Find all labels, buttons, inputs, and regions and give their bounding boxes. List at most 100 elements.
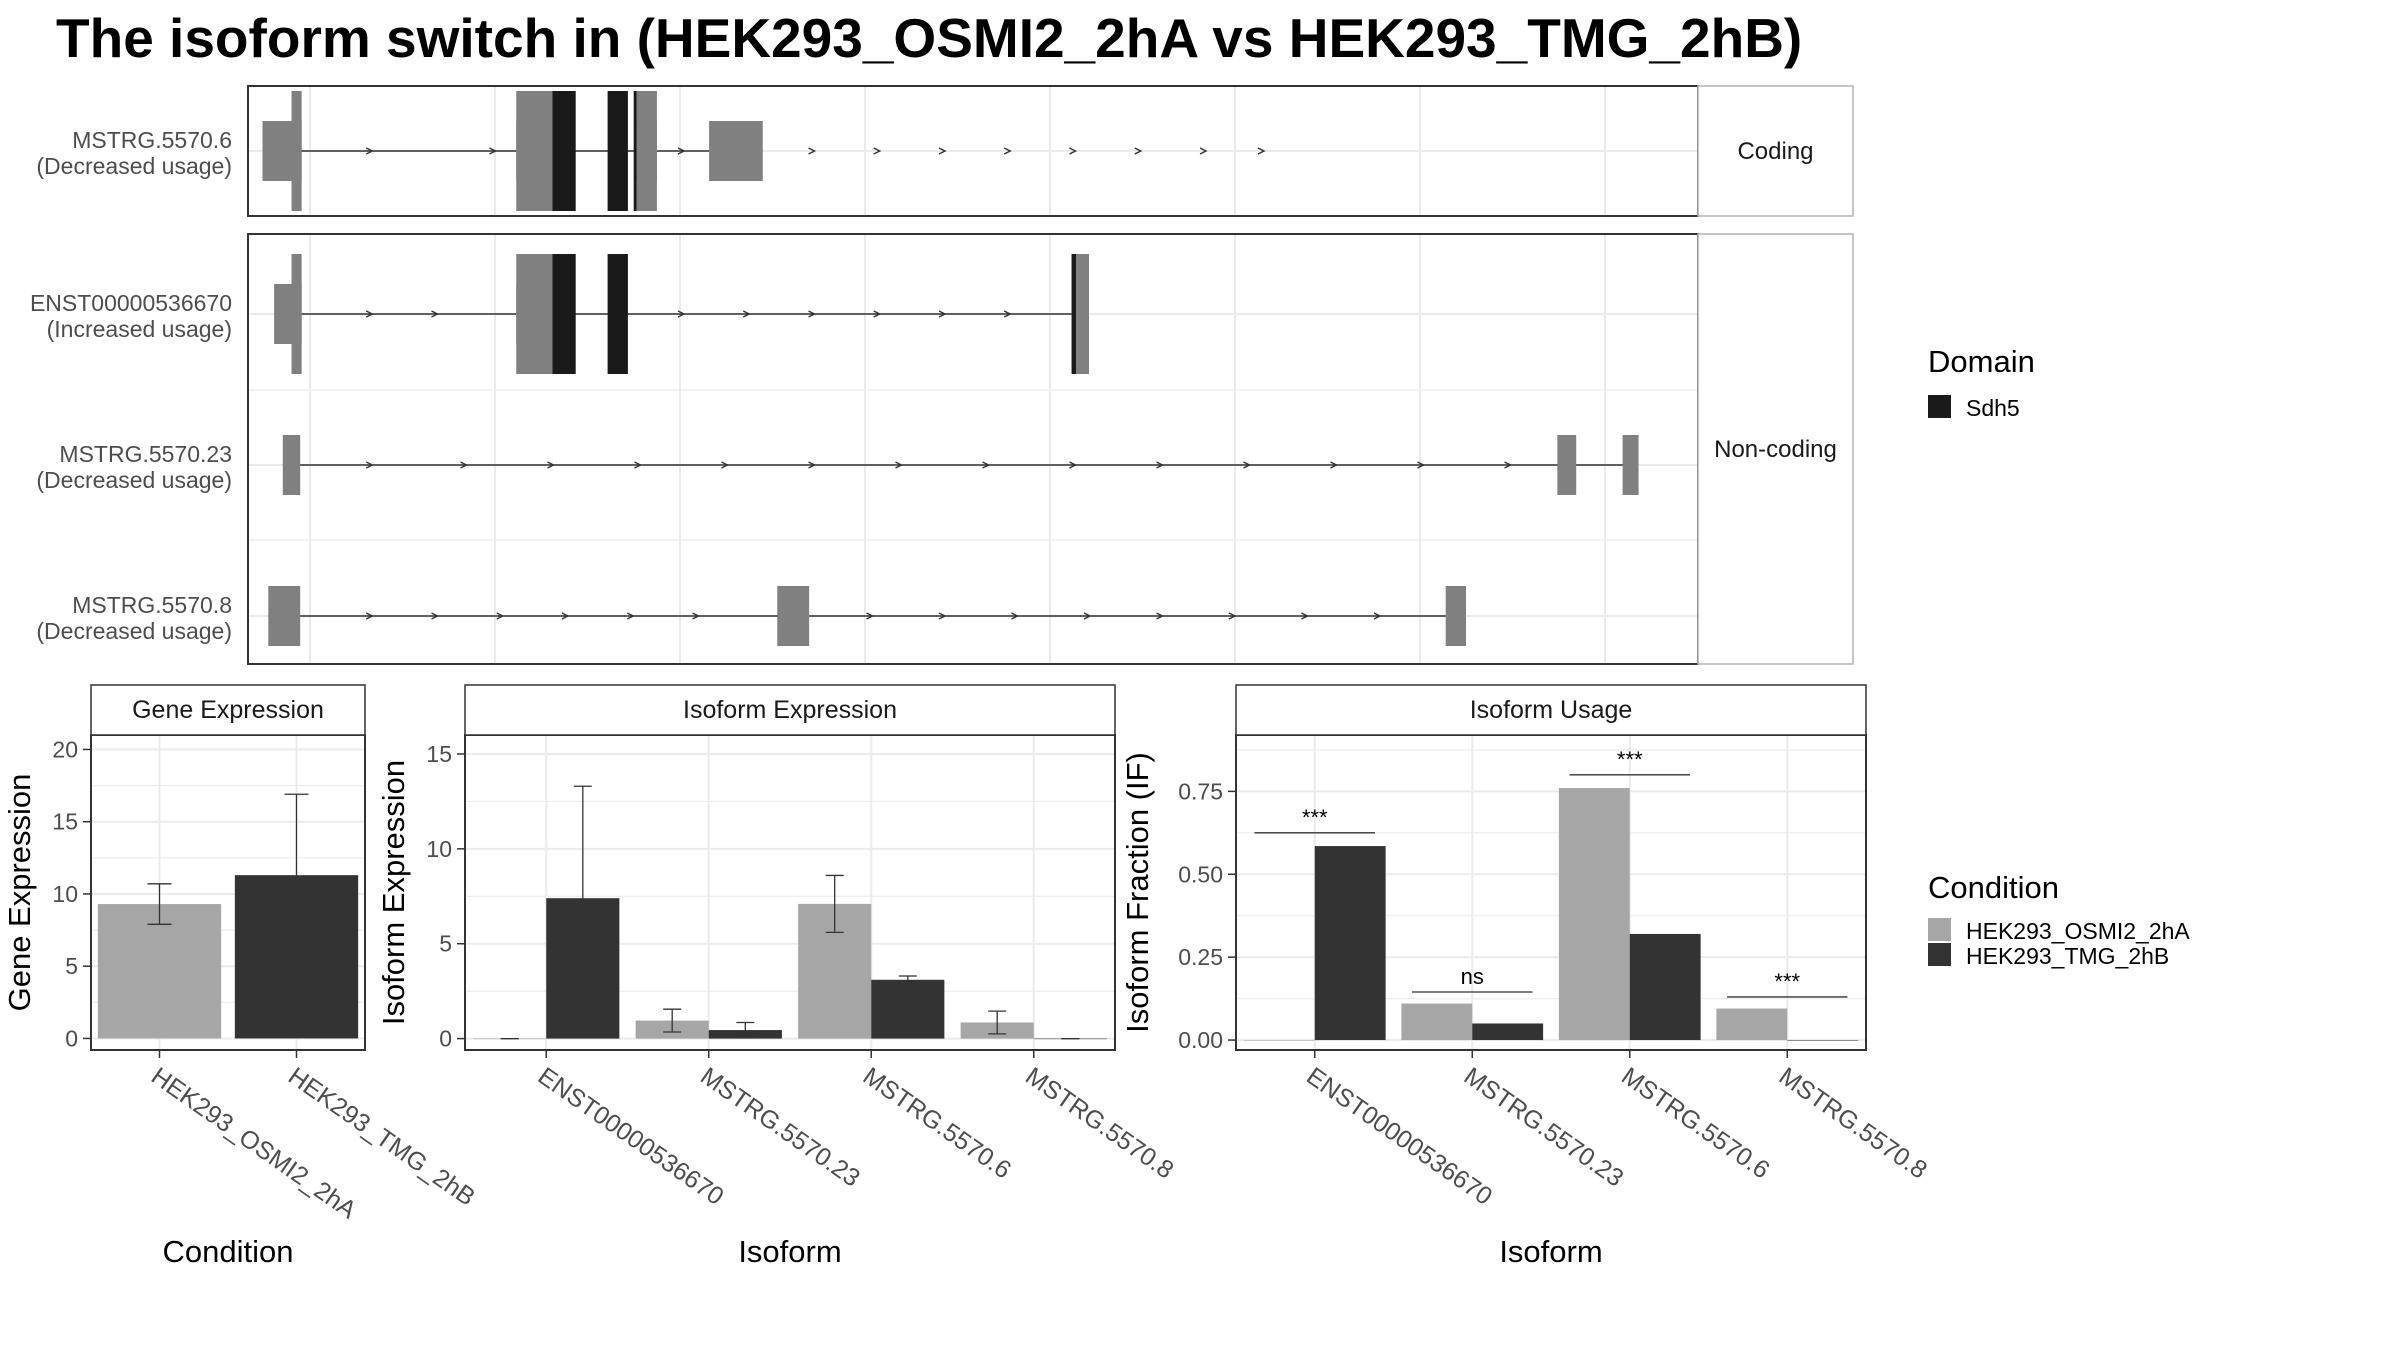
x-tick-label: MSTRG.5570.8: [1020, 1062, 1178, 1185]
y-axis-title: Isoform Fraction (IF): [1120, 752, 1155, 1033]
exon: [777, 586, 810, 646]
facet-panel-border: [247, 233, 1699, 665]
direction-arrow: [1301, 612, 1310, 620]
direction-arrow: [982, 461, 991, 469]
direction-arrow: [938, 310, 947, 318]
panel-strip: [1235, 684, 1867, 736]
transcript-name: ENST00000536670: [30, 290, 232, 316]
bar: [871, 979, 945, 1039]
transcript-usage: (Decreased usage): [36, 467, 232, 493]
direction-arrow: [742, 310, 751, 318]
bar: [1472, 1023, 1544, 1041]
transcript-name: MSTRG.5570.6: [72, 127, 232, 153]
direction-arrow: [1257, 147, 1266, 155]
direction-arrow: [431, 310, 440, 318]
domain-segment: [552, 254, 576, 374]
y-tick-label: 0: [65, 1025, 78, 1051]
direction-arrow: [1156, 612, 1165, 620]
y-axis-title: Isoform Expression: [376, 760, 411, 1025]
y-tick-label: 20: [52, 736, 78, 762]
y-tick-label: 10: [426, 836, 452, 862]
x-axis-title: Isoform: [1499, 1234, 1602, 1269]
transcript-name: MSTRG.5570.8: [72, 592, 232, 618]
direction-arrow: [677, 147, 686, 155]
x-tick-label: MSTRG.5570.8: [1774, 1062, 1932, 1185]
y-tick-label: 0.25: [1178, 944, 1223, 970]
direction-arrow: [561, 612, 570, 620]
y-tick-label: 0: [439, 1026, 452, 1052]
y-tick-label: 5: [65, 953, 78, 979]
direction-arrow: [431, 612, 440, 620]
x-tick-label: MSTRG.5570.6: [1616, 1062, 1774, 1185]
direction-arrow: [721, 461, 730, 469]
domain-segment: [633, 91, 637, 211]
direction-arrow: [1330, 461, 1339, 469]
legend-swatch: [1928, 918, 1951, 941]
direction-arrow: [873, 147, 882, 155]
legend-title: Domain: [1928, 344, 2035, 379]
x-tick-label: MSTRG.5570.6: [858, 1062, 1016, 1185]
x-tick-label: MSTRG.5570.23: [695, 1062, 865, 1193]
direction-arrow: [938, 612, 947, 620]
facet-label: Non-coding: [1714, 436, 1837, 463]
significance-label: ***: [1774, 969, 1800, 994]
direction-arrow: [1504, 461, 1513, 469]
domain-segment: [607, 254, 628, 374]
direction-arrow: [1083, 612, 1092, 620]
y-tick-label: 15: [426, 741, 452, 767]
facet-strip: [1697, 85, 1854, 217]
facet-strip: [1697, 233, 1854, 665]
legend-title: Condition: [1928, 870, 2059, 905]
significance-label: ***: [1302, 805, 1328, 830]
direction-arrow: [365, 461, 374, 469]
direction-arrow: [489, 147, 498, 155]
isoform-usage-chart: *** ns *** *** Isoform Usage 0.00 0.25 0.50 0.75…: [1120, 684, 1932, 1269]
legend-swatch: [1928, 395, 1951, 418]
direction-arrow: [1134, 147, 1143, 155]
transcript-name: MSTRG.5570.23: [59, 441, 232, 467]
direction-arrow: [938, 147, 947, 155]
y-tick-label: 15: [52, 809, 78, 835]
panel-title: Isoform Expression: [683, 696, 897, 724]
direction-arrow: [460, 461, 469, 469]
domain-legend: Domain Sdh5: [1928, 344, 2035, 421]
significance-label: ns: [1461, 964, 1484, 989]
coding-exon: [516, 91, 553, 211]
exon: [268, 586, 301, 646]
domain-segment: [552, 91, 576, 211]
direction-arrow: [808, 310, 817, 318]
bar: [1787, 1040, 1859, 1041]
exon: [1622, 435, 1639, 495]
exon: [282, 435, 301, 495]
bar: [1401, 1003, 1473, 1041]
bar: [1629, 933, 1701, 1041]
domain-segment: [607, 91, 628, 211]
exon: [1557, 435, 1577, 495]
coding-exon: [291, 254, 302, 374]
x-tick-label: MSTRG.5570.23: [1459, 1062, 1629, 1193]
direction-arrow: [634, 461, 643, 469]
x-axis-title: Condition: [163, 1234, 294, 1269]
y-tick-label: 10: [52, 881, 78, 907]
direction-arrow: [1243, 461, 1252, 469]
y-axis-title: Gene Expression: [2, 774, 37, 1012]
y-tick-label: 0.00: [1178, 1027, 1223, 1053]
direction-arrow: [547, 461, 556, 469]
domain-segment: [1071, 254, 1076, 374]
y-tick-label: 0.50: [1178, 861, 1223, 887]
direction-arrow: [365, 147, 374, 155]
exon: [709, 121, 763, 181]
direction-arrow: [808, 461, 817, 469]
panel-strip: [464, 684, 1116, 736]
legend-swatch: [1928, 943, 1951, 966]
direction-arrow: [626, 612, 635, 620]
x-axis-title: Isoform: [738, 1234, 841, 1269]
legend-label: HEK293_TMG_2hB: [1966, 943, 2169, 969]
facet-label: Coding: [1737, 138, 1813, 165]
direction-arrow: [1373, 612, 1382, 620]
bar: [1243, 1040, 1315, 1041]
y-tick-label: 5: [439, 931, 452, 957]
y-tick-label: 0.75: [1178, 778, 1223, 804]
transcript-usage: (Decreased usage): [36, 153, 232, 179]
